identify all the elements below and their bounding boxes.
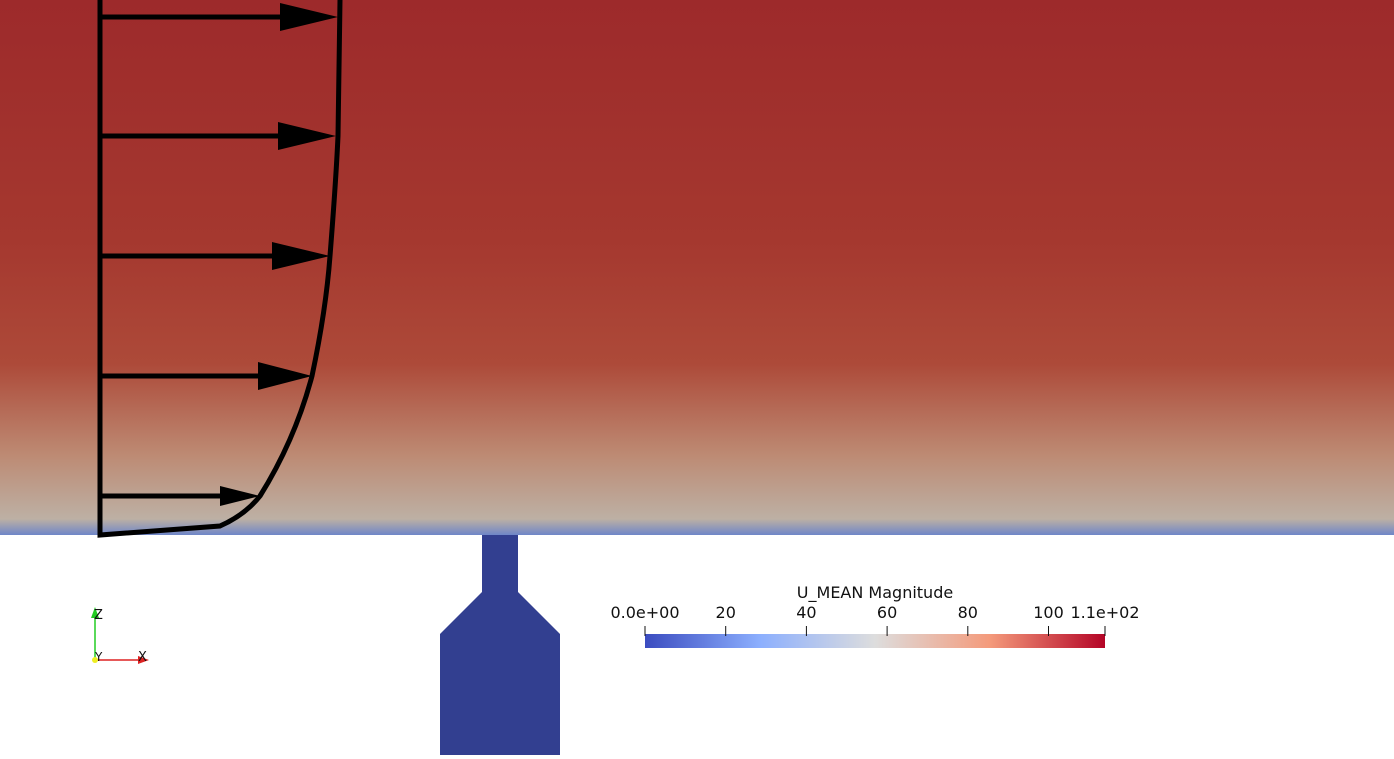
axis-label: Y: [94, 650, 103, 664]
velocity-arrowheads: [220, 3, 338, 506]
colorbar-tick-label: 40: [796, 603, 816, 622]
orientation-axes: Z Y X: [91, 607, 149, 665]
colorbar-tick-label: 100: [1033, 603, 1064, 622]
axis-label: X: [138, 650, 147, 665]
colorbar: [645, 634, 1105, 648]
colorbar-title: U_MEAN Magnitude: [797, 583, 953, 603]
nozzle: [440, 535, 560, 755]
colorbar-tick-label: 1.1e+02: [1070, 603, 1139, 622]
axis-label: Z: [94, 608, 103, 623]
colorbar-tick-label: 20: [716, 603, 736, 622]
colorbar-tick-label: 60: [877, 603, 897, 622]
flow-field: [0, 0, 1394, 535]
colorbar-tick-label: 80: [958, 603, 978, 622]
velocity-profile: [97, 0, 343, 538]
colorbar-tick-label: 0.0e+00: [610, 603, 679, 622]
